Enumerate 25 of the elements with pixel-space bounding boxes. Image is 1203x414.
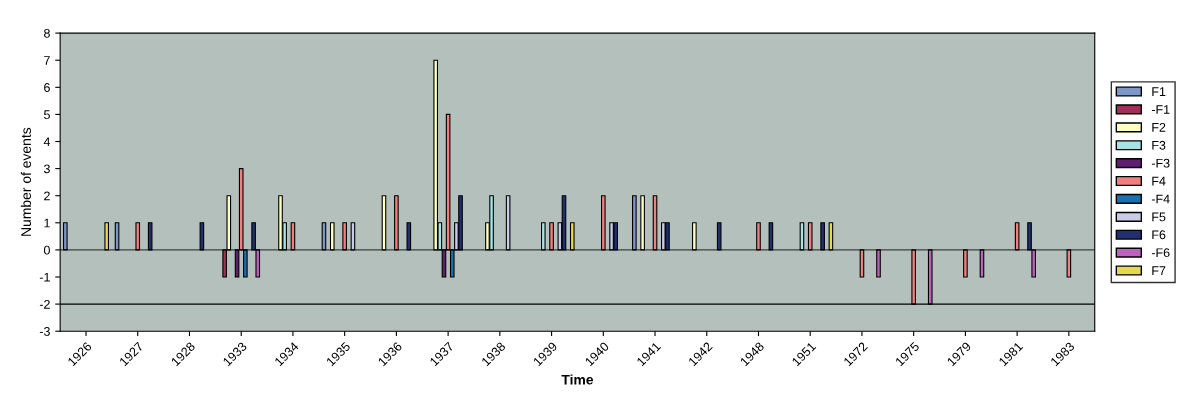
y-tick-label: 0	[43, 245, 50, 255]
legend-label: -F6	[1151, 248, 1170, 258]
legend-label: F2	[1152, 122, 1166, 132]
y-tick-label: 2	[44, 191, 50, 201]
legend-label: -F1	[1151, 105, 1170, 114]
legend-label: F5	[1152, 212, 1166, 222]
legend-label: F6	[1152, 230, 1166, 240]
legend-label: F1	[1152, 87, 1166, 96]
y-tick-label: 3	[43, 164, 50, 174]
legend-label: -F4	[1151, 194, 1170, 204]
legend-label: F4	[1152, 176, 1166, 186]
legend-label: F7	[1152, 266, 1166, 275]
y-tick-label: 1	[44, 218, 50, 228]
x-axis-title: Time	[561, 374, 594, 385]
legend-label: F3	[1152, 140, 1166, 150]
legend-label: -F3	[1151, 158, 1170, 168]
y-tick-label: 4	[43, 137, 51, 147]
y-tick-label: 8	[44, 28, 50, 38]
y-axis-title: Number of events	[20, 127, 32, 236]
y-tick-label: 7	[44, 56, 50, 65]
y-tick-label: -1	[39, 272, 50, 282]
y-tick-label: 6	[44, 83, 50, 92]
y-tick-label: 5	[43, 110, 50, 120]
y-tick-label: -3	[39, 327, 50, 336]
y-tick-label: -2	[39, 299, 50, 309]
